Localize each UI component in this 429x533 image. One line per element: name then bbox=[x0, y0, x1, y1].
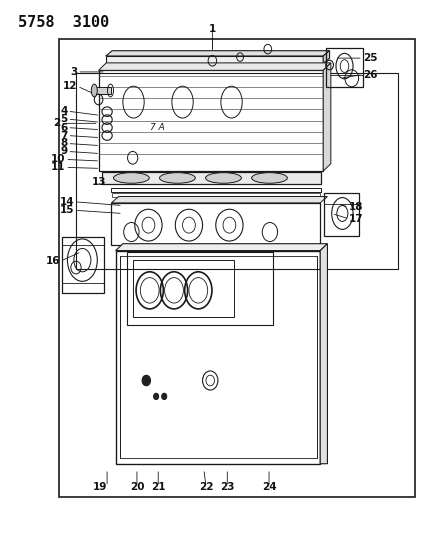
Polygon shape bbox=[106, 51, 329, 56]
Text: 22: 22 bbox=[199, 481, 213, 491]
Polygon shape bbox=[106, 56, 323, 63]
Text: 21: 21 bbox=[151, 481, 166, 491]
Text: 11: 11 bbox=[51, 163, 65, 172]
Text: 5: 5 bbox=[60, 114, 67, 124]
Text: 1: 1 bbox=[209, 24, 216, 34]
Text: 8: 8 bbox=[60, 139, 67, 149]
Text: 3: 3 bbox=[70, 67, 77, 77]
Text: 6: 6 bbox=[60, 123, 67, 133]
Text: 10: 10 bbox=[51, 155, 65, 164]
Text: 24: 24 bbox=[262, 481, 276, 491]
Text: 2: 2 bbox=[53, 118, 60, 128]
Ellipse shape bbox=[154, 393, 159, 400]
Polygon shape bbox=[323, 63, 331, 171]
Text: 15: 15 bbox=[60, 205, 75, 215]
Text: 17: 17 bbox=[349, 214, 363, 224]
Polygon shape bbox=[99, 63, 331, 70]
Ellipse shape bbox=[205, 173, 242, 183]
Text: 7: 7 bbox=[60, 131, 67, 141]
Ellipse shape bbox=[91, 84, 97, 97]
Text: 4: 4 bbox=[60, 106, 67, 116]
Polygon shape bbox=[116, 244, 327, 251]
Bar bbox=[59, 38, 415, 497]
Ellipse shape bbox=[160, 173, 195, 183]
Text: 26: 26 bbox=[363, 70, 378, 79]
Text: 13: 13 bbox=[91, 176, 106, 187]
Polygon shape bbox=[102, 172, 321, 184]
Text: 25: 25 bbox=[363, 53, 378, 63]
Ellipse shape bbox=[162, 393, 167, 400]
Text: 18: 18 bbox=[349, 202, 363, 212]
Text: 9: 9 bbox=[60, 147, 67, 157]
Bar bbox=[76, 73, 398, 269]
Text: 5758  3100: 5758 3100 bbox=[18, 14, 110, 30]
Text: 19: 19 bbox=[93, 481, 107, 491]
Polygon shape bbox=[323, 51, 329, 63]
Polygon shape bbox=[320, 244, 327, 464]
Text: 14: 14 bbox=[60, 197, 75, 207]
Text: 20: 20 bbox=[130, 481, 144, 491]
Ellipse shape bbox=[142, 375, 151, 386]
Polygon shape bbox=[94, 87, 111, 94]
Text: 16: 16 bbox=[46, 256, 60, 266]
Text: 12: 12 bbox=[63, 81, 77, 91]
Ellipse shape bbox=[251, 173, 287, 183]
Text: 23: 23 bbox=[220, 481, 235, 491]
Text: 7 A: 7 A bbox=[150, 123, 164, 132]
Ellipse shape bbox=[114, 173, 149, 183]
Polygon shape bbox=[112, 197, 327, 203]
